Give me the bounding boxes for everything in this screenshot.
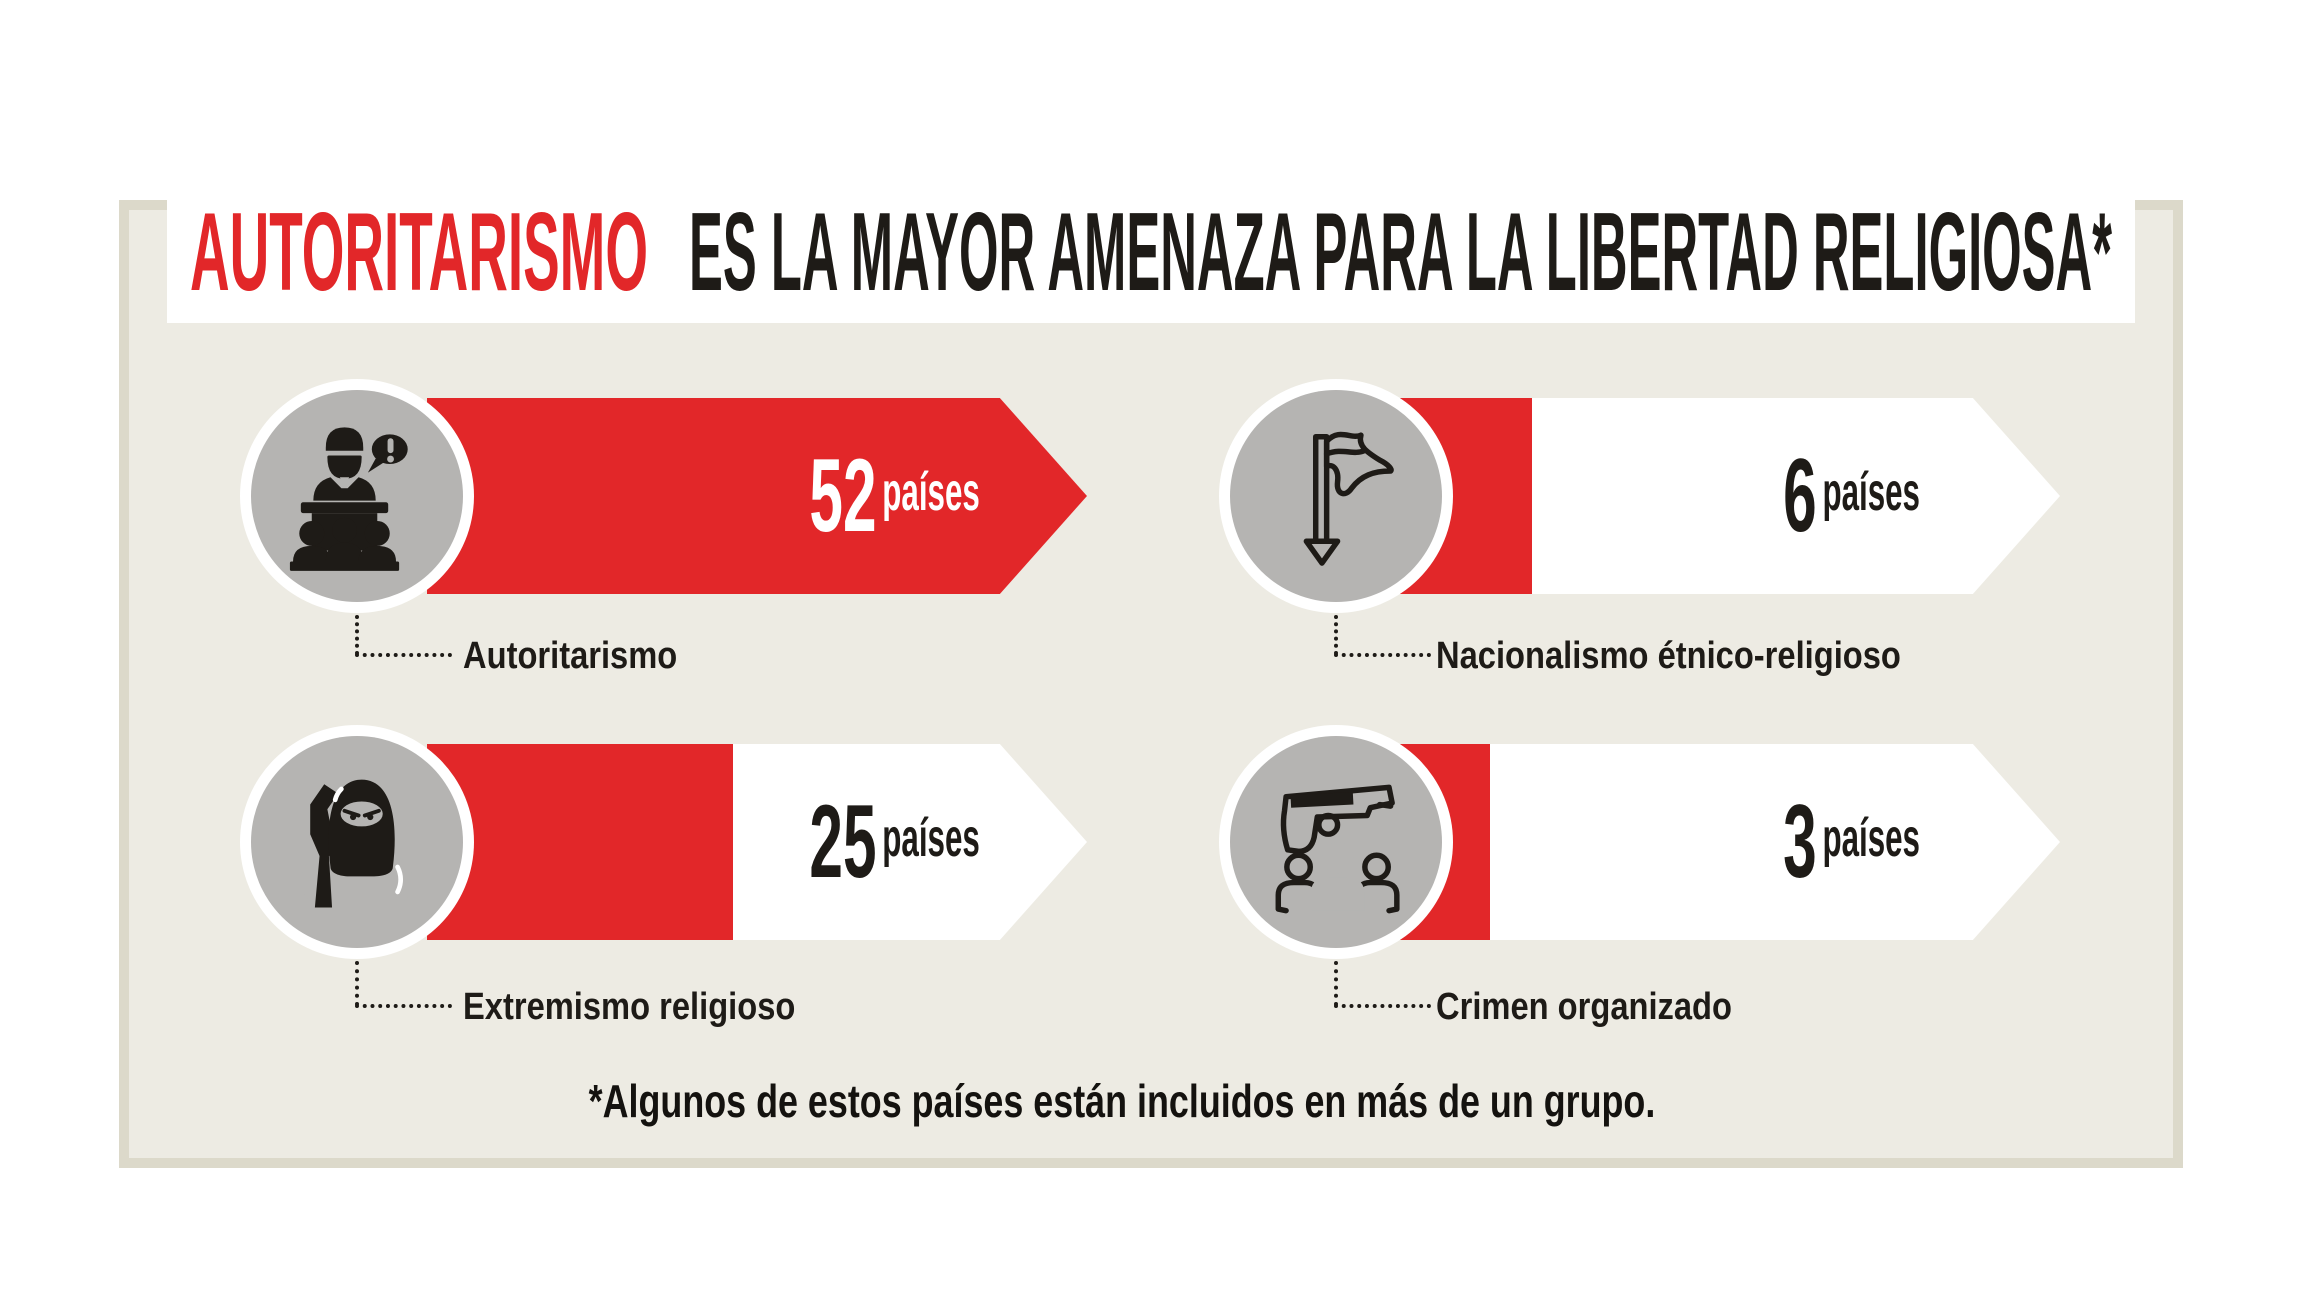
title-text: AUTORITARISMO ES LA MAYOR AMENAZA PARA L… xyxy=(190,190,2112,314)
connector-horizontal xyxy=(1334,1004,1431,1008)
connector-vertical xyxy=(355,961,359,1006)
country-count: 6 xyxy=(1783,438,1817,554)
threat-label: Extremismo religioso xyxy=(463,986,796,1028)
connector-horizontal xyxy=(1334,653,1431,657)
bar-fill xyxy=(427,398,1087,594)
threat-label: Crimen organizado xyxy=(1436,986,1732,1028)
speaker-podium-icon xyxy=(289,427,408,571)
icon-circle xyxy=(240,379,474,613)
threat-bar: 25 países xyxy=(427,744,1087,940)
threat-bar: 52 países xyxy=(427,398,1087,594)
threat-bar: 6 países xyxy=(1400,398,2060,594)
connector-vertical xyxy=(355,615,359,655)
bar-fill xyxy=(427,744,733,940)
gun-and-crowd-icon xyxy=(1275,784,1400,914)
icon-circle xyxy=(1219,725,1453,959)
threat-label: Nacionalismo étnico-religioso xyxy=(1436,635,1901,677)
connector-vertical xyxy=(1334,961,1338,1006)
country-unit: países xyxy=(882,808,980,868)
country-unit: países xyxy=(1822,462,1920,522)
connector-horizontal xyxy=(355,653,452,657)
icon-circle xyxy=(1219,379,1453,613)
country-unit: países xyxy=(1822,808,1920,868)
country-unit: países xyxy=(882,462,980,522)
falling-flag-icon xyxy=(1303,431,1394,566)
icon-circle xyxy=(240,725,474,959)
threat-label: Autoritarismo xyxy=(463,635,678,677)
title-banner: AUTORITARISMO ES LA MAYOR AMENAZA PARA L… xyxy=(167,128,2135,323)
country-count: 25 xyxy=(809,784,877,900)
page-title-rest: ES LA MAYOR AMENAZA PARA LA LIBERTAD REL… xyxy=(689,190,2112,314)
threat-bar: 3 países xyxy=(1400,744,2060,940)
country-count: 3 xyxy=(1783,784,1817,900)
page-title-highlight: AUTORITARISMO xyxy=(190,190,648,314)
footnote: *Algunos de estos países están incluidos… xyxy=(588,1075,1656,1127)
country-count: 52 xyxy=(809,438,877,554)
panel-background xyxy=(119,200,2183,1168)
masked-extremist-icon xyxy=(300,779,414,908)
connector-horizontal xyxy=(355,1004,452,1008)
connector-vertical xyxy=(1334,615,1338,655)
